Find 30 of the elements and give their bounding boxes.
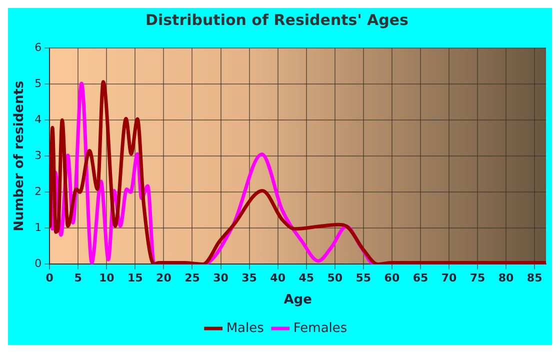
x-tick-label: 65	[412, 272, 428, 285]
y-tick-label: 1	[34, 221, 42, 234]
x-tick-label: 85	[526, 272, 542, 285]
x-tick-label: 5	[74, 272, 82, 285]
y-tick-label: 4	[34, 112, 42, 126]
x-tick-label: 80	[498, 272, 514, 285]
x-tick-label: 45	[298, 272, 314, 285]
y-tick-label: 6	[34, 40, 42, 54]
x-tick-label: 25	[184, 272, 200, 285]
legend-label: Males	[226, 320, 264, 336]
x-tick-label: 10	[99, 272, 115, 285]
x-tick-label: 75	[470, 272, 486, 285]
x-tick-label: 0	[46, 272, 54, 285]
chart-title: Distribution of Residents' Ages	[146, 10, 409, 29]
x-tick-label: 40	[270, 272, 286, 285]
y-tick-label: 5	[34, 76, 42, 90]
x-tick-label: 70	[441, 272, 457, 285]
x-tick-label: 30	[213, 272, 229, 285]
x-tick-label: 60	[384, 272, 400, 285]
x-tick-label: 20	[156, 272, 172, 285]
x-tick-label: 55	[356, 272, 372, 285]
y-tick-label: 0	[34, 257, 42, 270]
x-tick-label: 50	[327, 272, 343, 285]
x-tick-label: 15	[128, 272, 143, 285]
x-axis-title: Age	[284, 292, 312, 308]
y-axis-title: Number of residents	[12, 80, 28, 232]
x-tick-label: 35	[242, 272, 257, 285]
y-tick-label: 3	[34, 148, 42, 162]
y-tick-label: 2	[34, 184, 42, 198]
legend-label: Females	[293, 320, 348, 336]
